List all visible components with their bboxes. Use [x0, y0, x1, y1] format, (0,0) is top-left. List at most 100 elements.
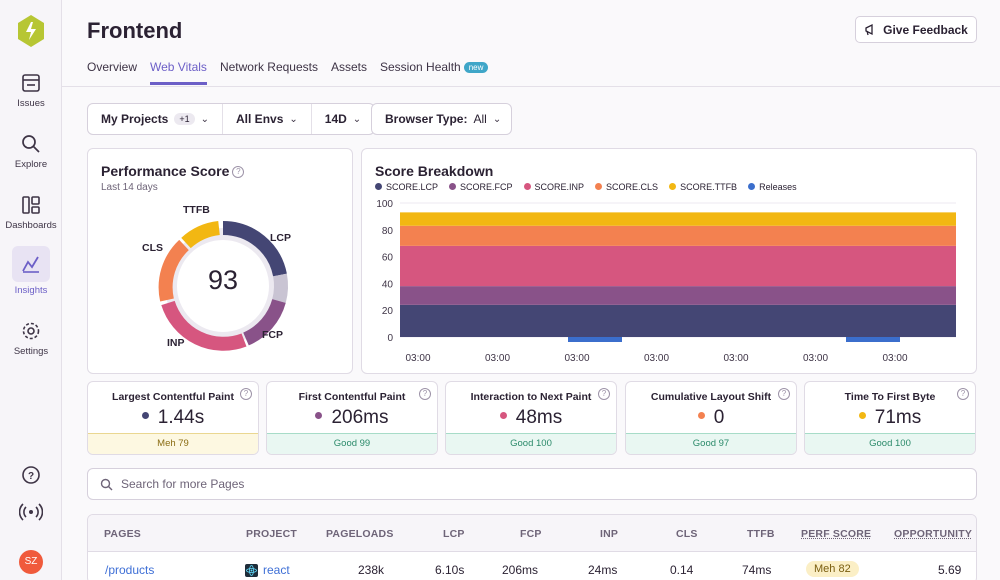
y-tick-label: 20: [382, 306, 394, 317]
page-search-input[interactable]: Search for more Pages: [87, 468, 977, 500]
column-header-lcp[interactable]: LCP: [443, 528, 465, 540]
y-tick-label: 40: [382, 279, 394, 290]
help-icon[interactable]: ?: [240, 388, 252, 400]
area-score-lcp[interactable]: [400, 305, 956, 337]
column-header-cls[interactable]: CLS: [676, 528, 698, 540]
give-feedback-button[interactable]: Give Feedback: [855, 16, 977, 43]
help-icon[interactable]: ?: [232, 166, 244, 178]
column-header-pages[interactable]: PAGES: [104, 528, 141, 540]
area-score-cls[interactable]: [400, 226, 956, 246]
performance-score-subtitle: Last 14 days: [101, 182, 158, 193]
page-link[interactable]: /products: [105, 563, 154, 577]
metric-name: Time To First Byte: [805, 391, 975, 403]
x-tick-label: 03:00: [564, 353, 589, 364]
help-icon[interactable]: ?: [598, 388, 610, 400]
broadcast-icon[interactable]: [19, 502, 43, 522]
tab-web-vitals[interactable]: Web Vitals: [150, 60, 207, 85]
tab-overview[interactable]: Overview: [87, 60, 137, 85]
tab-label: Session Health: [380, 60, 461, 74]
area-score-ttfb[interactable]: [400, 212, 956, 225]
column-header-project[interactable]: PROJECT: [246, 528, 297, 540]
project-filter[interactable]: My Projects +1 ⌄: [88, 104, 223, 134]
app-logo-icon[interactable]: [16, 14, 46, 48]
performance-score-title: Performance Score?: [101, 163, 244, 179]
metric-card-cls[interactable]: Cumulative Layout Shift ? 0 Good 97: [625, 381, 797, 455]
column-header-fcp[interactable]: FCP: [520, 528, 542, 540]
help-icon[interactable]: ?: [778, 388, 790, 400]
sidebar-item-label: Insights: [15, 285, 48, 296]
metric-value-text: 206ms: [331, 407, 388, 428]
cls-cell: 0.14: [670, 563, 693, 577]
metric-card-lcp[interactable]: Largest Contentful Paint ? 1.44s Meh 79: [87, 381, 259, 455]
sidebar-item-dashboards[interactable]: Dashboards: [0, 194, 62, 231]
header-divider: [62, 86, 1000, 87]
avatar[interactable]: SZ: [19, 550, 43, 574]
chevron-down-icon: ⌄: [201, 114, 209, 125]
active-highlight: [12, 246, 50, 282]
react-icon: [245, 564, 258, 577]
tab-assets[interactable]: Assets: [331, 60, 367, 85]
perf-score-cell: Meh 82: [806, 561, 859, 575]
insights-icon: [20, 253, 42, 275]
sidebar-item-settings[interactable]: Settings: [0, 320, 62, 357]
column-header-opportunity[interactable]: OPPORTUNITY: [894, 528, 972, 540]
ring-label-ttfb: TTFB: [183, 204, 210, 216]
environment-filter[interactable]: All Envs ⌄: [223, 104, 312, 134]
metric-name: Cumulative Layout Shift: [626, 391, 796, 403]
metric-status-badge: Good 100: [805, 433, 975, 454]
x-tick-label: 03:00: [644, 353, 669, 364]
metric-value: 1.44s: [88, 407, 258, 429]
column-header-ttfb[interactable]: TTFB: [747, 528, 775, 540]
x-tick-label: 03:00: [405, 353, 430, 364]
metric-dot: [500, 412, 507, 419]
metric-card-fcp[interactable]: First Contentful Paint ? 206ms Good 99: [266, 381, 438, 455]
release-marker[interactable]: [846, 337, 900, 342]
score-breakdown-chart: 02040608010003:00 03:00 03:00 03:00 03:00 03:…: [362, 149, 978, 375]
metric-dot: [315, 412, 322, 419]
ring-label-lcp: LCP: [270, 232, 291, 244]
metric-card-inp[interactable]: Interaction to Next Paint ? 48ms Good 10…: [445, 381, 617, 455]
search-icon: [20, 133, 42, 155]
x-tick-label: 03:00: [485, 353, 510, 364]
help-icon[interactable]: ?: [419, 388, 431, 400]
metric-name: Largest Contentful Paint: [88, 391, 258, 403]
metric-value-text: 71ms: [875, 407, 921, 428]
area-score-inp[interactable]: [400, 246, 956, 286]
fcp-cell: 206ms: [502, 563, 538, 577]
x-tick-label: 03:00: [803, 353, 828, 364]
ring-label-cls: CLS: [142, 242, 163, 254]
metric-name: Interaction to Next Paint: [446, 391, 616, 403]
help-icon[interactable]: ?: [957, 388, 969, 400]
browser-type-filter[interactable]: Browser Type: All ⌄: [371, 103, 512, 135]
performance-score-panel: Performance Score? Last 14 days 93 TTFB …: [87, 148, 353, 374]
column-header-pageloads[interactable]: PAGELOADS: [326, 528, 394, 540]
inp-cell: 24ms: [588, 563, 617, 577]
chevron-down-icon: ⌄: [353, 114, 361, 125]
sidebar-item-label: Dashboards: [5, 220, 56, 231]
metric-value-text: 48ms: [516, 407, 562, 428]
score-ring-gap: [279, 275, 281, 301]
area-score-fcp[interactable]: [400, 286, 956, 305]
column-header-inp[interactable]: INP: [600, 528, 618, 540]
help-icon[interactable]: ?: [20, 464, 42, 486]
sidebar-item-explore[interactable]: Explore: [0, 133, 62, 170]
metric-card-ttfb[interactable]: Time To First Byte ? 71ms Good 100: [804, 381, 976, 455]
ttfb-cell: 74ms: [742, 563, 771, 577]
sidebar-item-label: Issues: [17, 98, 44, 109]
sidebar-item-insights[interactable]: Insights: [0, 246, 62, 296]
project-cell[interactable]: react: [245, 563, 290, 577]
release-marker[interactable]: [568, 337, 622, 342]
tab-network-requests[interactable]: Network Requests: [220, 60, 318, 85]
date-range-filter[interactable]: 14D ⌄: [312, 104, 374, 134]
sidebar-item-label: Explore: [15, 159, 47, 170]
search-placeholder: Search for more Pages: [121, 477, 244, 491]
browser-filter-value: All: [473, 112, 486, 126]
dashboards-icon: [20, 194, 42, 216]
x-tick-label: 03:00: [723, 353, 748, 364]
opportunity-cell: 5.69: [938, 563, 961, 577]
tab-session-health[interactable]: Session Health new: [380, 60, 488, 85]
sidebar-item-issues[interactable]: Issues: [0, 72, 62, 109]
lcp-cell: 6.10s: [435, 563, 464, 577]
metric-name: First Contentful Paint: [267, 391, 437, 403]
column-header-perf-score[interactable]: PERF SCORE: [801, 528, 871, 540]
